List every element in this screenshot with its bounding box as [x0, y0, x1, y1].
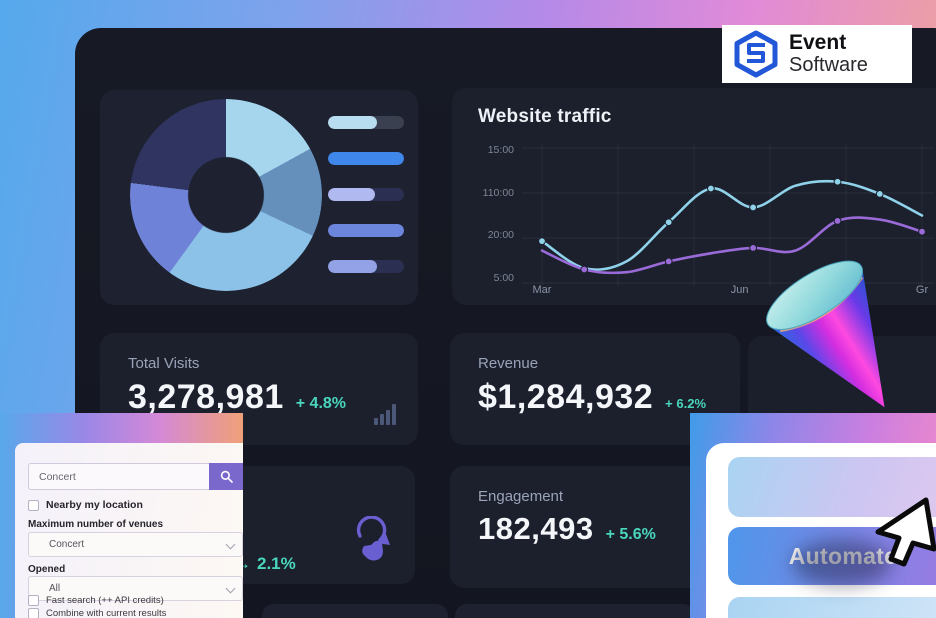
stat-delta: + 4.8%: [295, 395, 347, 412]
legend-bar: [328, 152, 404, 165]
y-tick: 15:00: [487, 144, 514, 156]
gesture-rotate-icon: [356, 516, 390, 561]
engagement-card: Engagement 182,493 + 5.6%: [450, 466, 712, 588]
visits-purple: [540, 216, 924, 275]
data-point: [833, 217, 842, 225]
combine-results-option[interactable]: Combine with current results: [28, 608, 166, 618]
x-tick: Mar: [532, 284, 552, 296]
data-point: [833, 177, 842, 186]
x-tick: Jun: [730, 284, 749, 296]
stat-delta: + 6.2%: [665, 396, 707, 411]
search-button[interactable]: [209, 463, 243, 490]
bottom-card-partial: [455, 604, 695, 618]
automate-button-label: Automate: [788, 542, 898, 569]
stat-label: Total Visits: [128, 355, 200, 372]
x-tick: Gr: [915, 284, 929, 296]
stat-delta: 2.1%: [257, 554, 296, 573]
data-point: [749, 244, 758, 252]
x-axis-labels: Mar Jun Gr: [522, 284, 934, 298]
opened-label: Opened: [28, 564, 66, 575]
bottom-card-partial: [262, 604, 448, 618]
mouse-cursor-icon: [875, 497, 936, 567]
traffic-sources-card: [100, 90, 418, 305]
y-tick: 5:00: [493, 271, 514, 284]
data-point: [918, 227, 926, 236]
data-point: [664, 257, 673, 266]
stat-value: $1,284,932: [478, 378, 654, 416]
chevron-down-icon: [225, 539, 236, 550]
y-axis-labels: 15:00 110:00 20:00 5:00: [470, 144, 514, 284]
stat-label: Engagement: [478, 488, 564, 505]
checkbox[interactable]: [28, 499, 39, 511]
stat-value: 3,278,981: [128, 378, 284, 416]
legend-bar: [328, 116, 404, 129]
stat-delta: + 5.6%: [605, 526, 656, 543]
visits-cyan: [540, 179, 924, 271]
venue-search-form: Nearby my location Maximum number of ven…: [15, 443, 243, 618]
legend-bar: [328, 260, 404, 273]
data-point: [664, 218, 673, 227]
checkbox[interactable]: [28, 595, 39, 606]
chart-title: Website traffic: [478, 106, 612, 127]
cone-3d-graphic: [766, 260, 885, 408]
legend-bar: [328, 188, 404, 201]
data-point: [749, 203, 758, 212]
total-visits-card: Total Visits 3,278,981 + 4.8%: [100, 333, 418, 445]
checkbox[interactable]: [28, 608, 39, 618]
data-point: [538, 237, 546, 246]
checkbox-label: Fast search (++ API credits): [46, 595, 164, 606]
chevron-down-icon: [225, 583, 236, 594]
automation-action-button-1[interactable]: [728, 457, 936, 517]
select-value: All: [49, 583, 61, 594]
select-value: Concert: [49, 539, 85, 550]
checkbox-label: Combine with current results: [46, 608, 167, 618]
venue-type-select[interactable]: Concert: [28, 532, 243, 557]
event-software-logo: Event Software: [722, 25, 912, 83]
line-chart: [522, 144, 934, 286]
opened-select[interactable]: All: [28, 576, 243, 601]
data-point: [875, 190, 884, 198]
bar-chart-icon: [374, 404, 396, 425]
checkbox-label: Nearby my location: [46, 499, 143, 511]
logo-hexagon-icon: [734, 30, 778, 78]
automation-action-button-2[interactable]: [728, 597, 936, 618]
venue-search-overlay: Nearby my location Maximum number of ven…: [0, 413, 243, 618]
cursor-shadow: [792, 540, 892, 586]
donut-legend: [328, 116, 404, 273]
nearby-location-option[interactable]: Nearby my location: [28, 499, 143, 511]
stat-value: 182,493: [478, 511, 594, 546]
data-point: [706, 184, 715, 193]
logo-text-software: Software: [789, 53, 868, 76]
search-input[interactable]: [28, 463, 209, 490]
max-venues-label: Maximum number of venues: [28, 519, 164, 530]
search-icon: [220, 470, 233, 483]
legend-bar: [328, 224, 404, 237]
y-tick: 20:00: [487, 229, 514, 242]
data-point: [580, 265, 589, 274]
logo-text-event: Event: [789, 30, 847, 54]
donut-chart: [130, 99, 322, 291]
stat-label: Revenue: [478, 355, 539, 372]
y-tick: 110:00: [482, 186, 514, 199]
fast-search-option[interactable]: Fast search (++ API credits): [28, 595, 164, 606]
